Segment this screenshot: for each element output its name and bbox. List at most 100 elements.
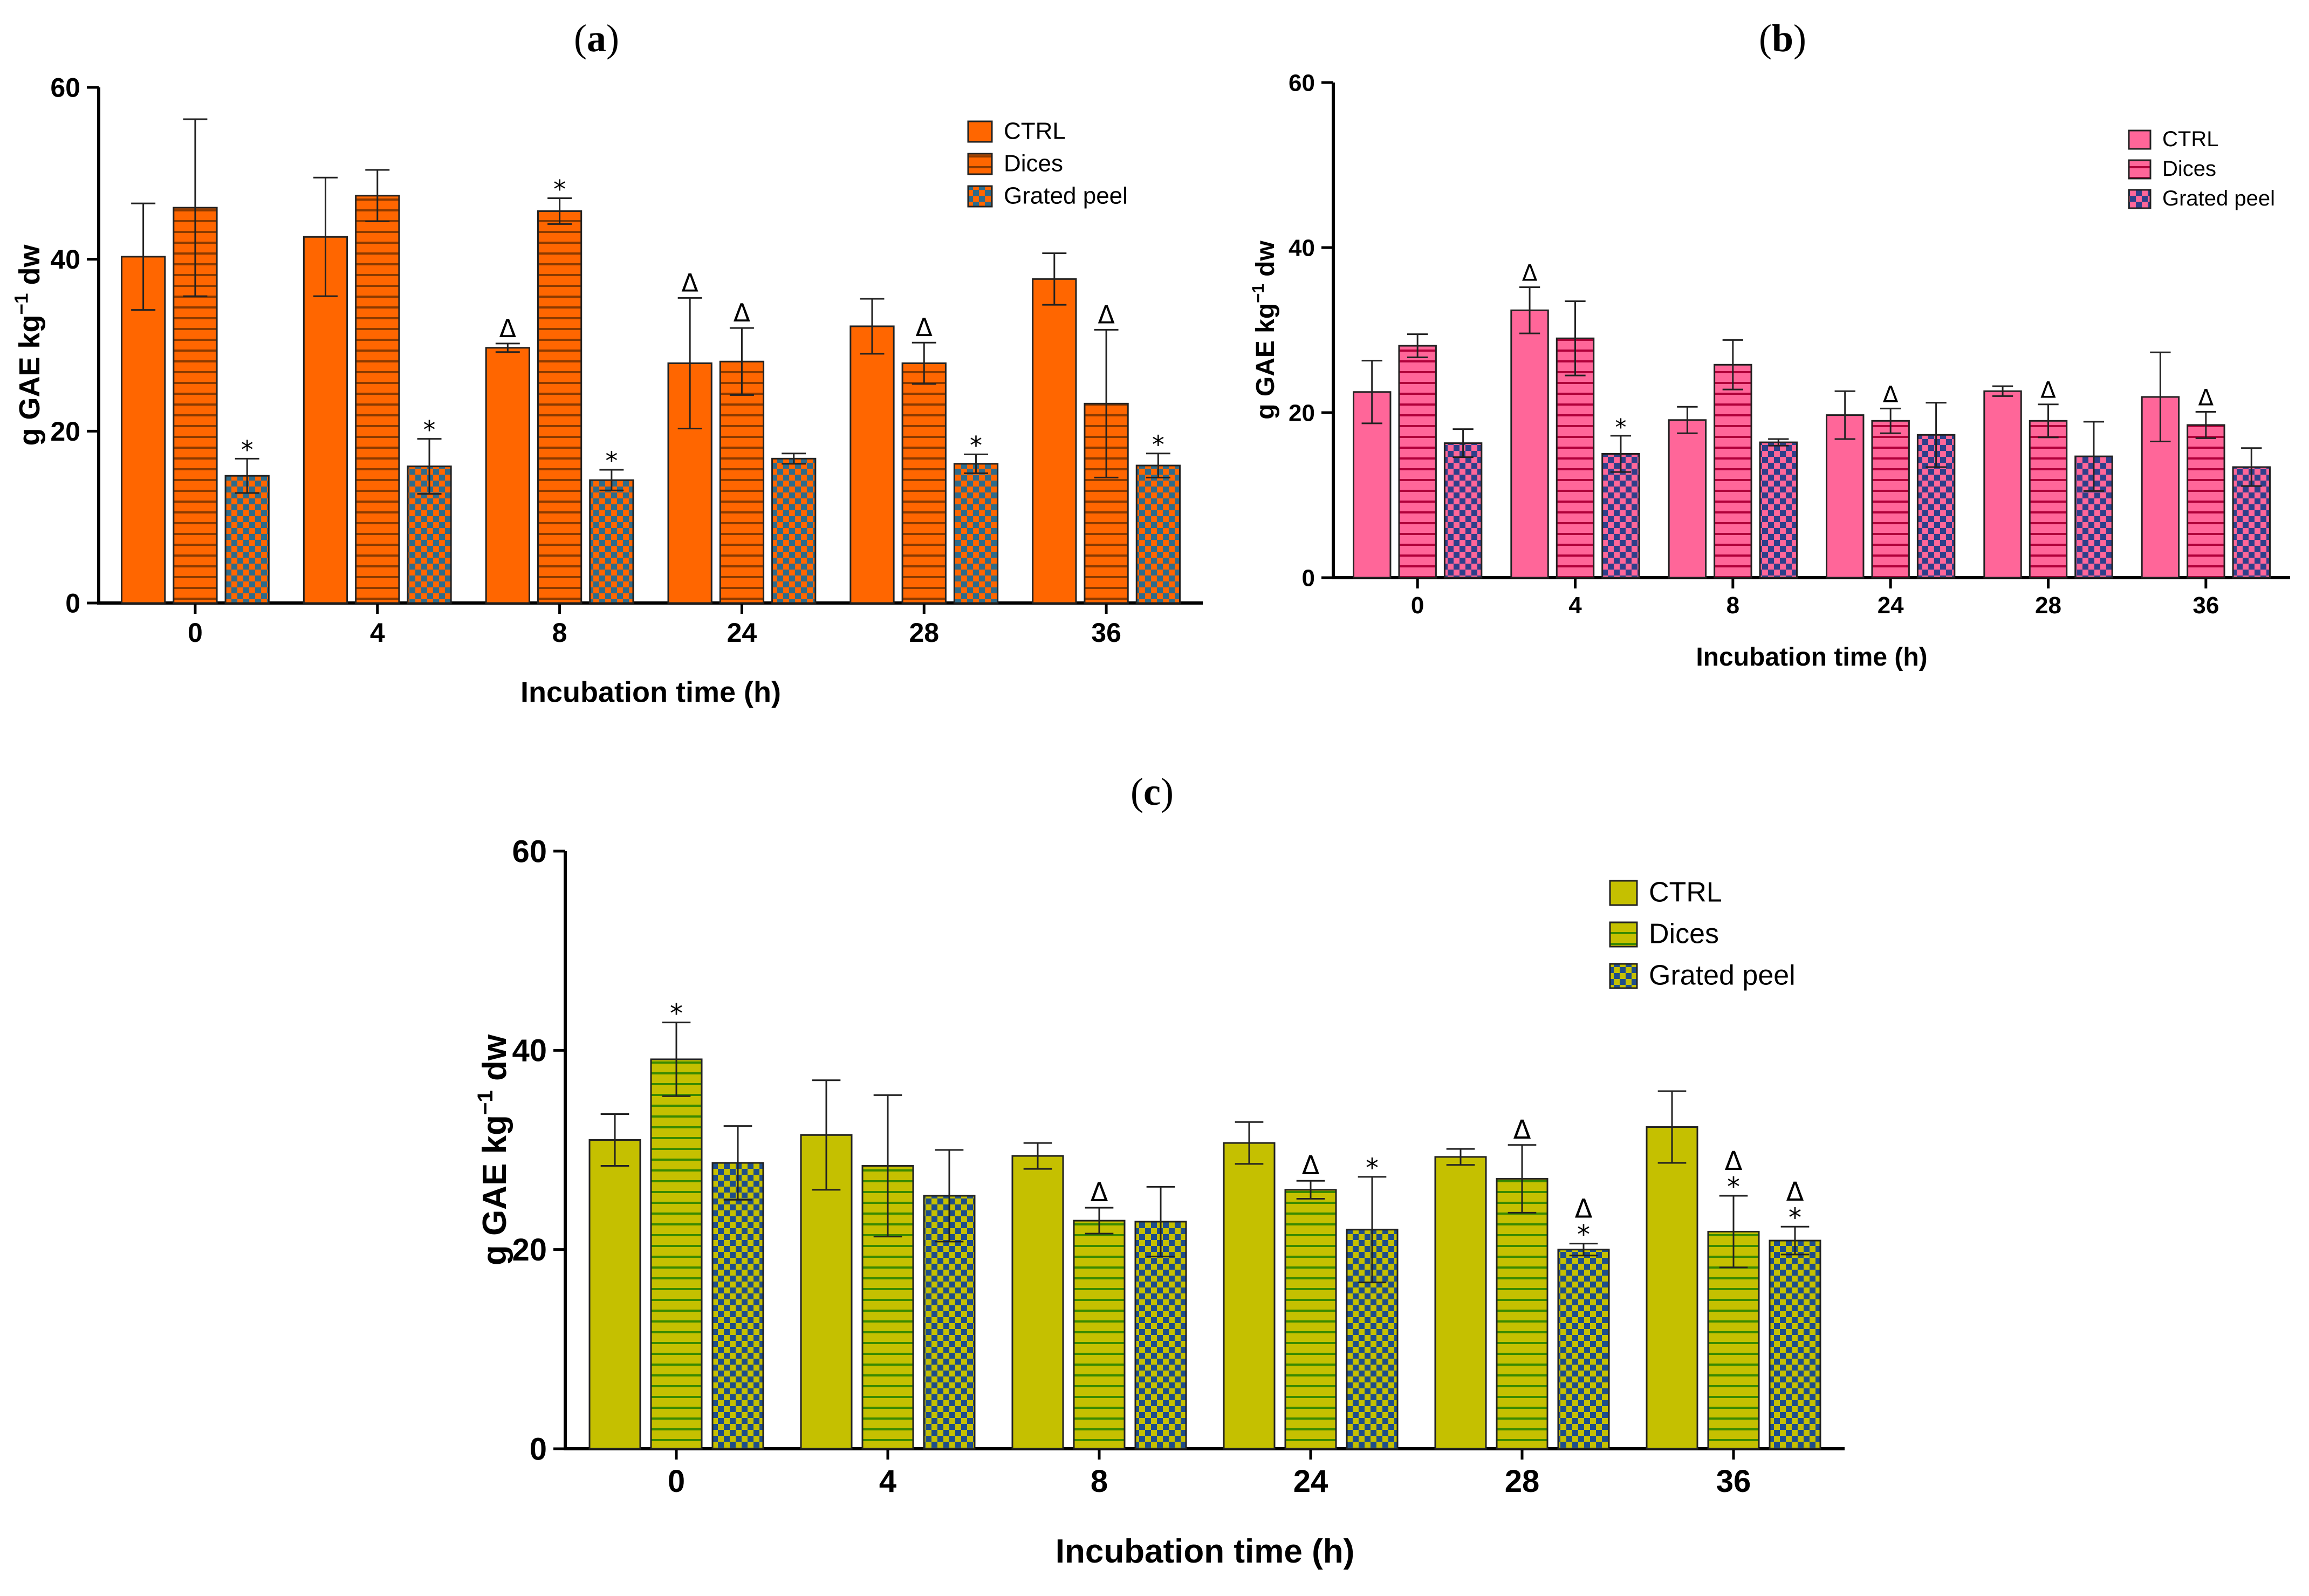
significance-delta: Δ [2198, 384, 2214, 410]
legend-swatch [2128, 129, 2152, 150]
x-tick-label: 28 [1505, 1464, 1540, 1499]
bar [485, 347, 530, 604]
bar [650, 1058, 703, 1450]
x-tick-label: 28 [909, 618, 939, 648]
significance-delta: Δ [1302, 1150, 1320, 1181]
legend: CTRL Dices Grated peel [1609, 876, 1796, 991]
y-tick-label: 20 [50, 416, 80, 447]
bar [719, 360, 765, 604]
legend-label: Dices [1004, 150, 1063, 176]
bar [1032, 278, 1077, 604]
bar [1135, 464, 1181, 604]
significance-delta: Δ [1725, 1146, 1743, 1176]
x-tick-label: 0 [1411, 592, 1424, 619]
legend-label: CTRL [1649, 876, 1722, 908]
y-tick-label: 0 [1302, 565, 1315, 591]
bar [1510, 309, 1549, 579]
panel-label-a: (a) [574, 17, 619, 60]
bar [1983, 390, 2022, 579]
panel-label-b: (b) [1759, 17, 1806, 60]
significance-delta: Δ [1522, 259, 1538, 286]
significance-delta: Δ [1091, 1177, 1108, 1208]
bar [849, 325, 895, 604]
bar [1134, 1221, 1187, 1450]
legend: CTRL Dices Grated peel [967, 118, 1128, 209]
significance-delta: Δ [499, 314, 517, 343]
legend-label: Dices [2162, 157, 2216, 181]
y-tick-label: 0 [530, 1431, 547, 1467]
y-axis-title: g GAE kg−1 dw [473, 1034, 513, 1265]
bar [224, 475, 270, 604]
bar [2187, 424, 2225, 579]
bar [1284, 1189, 1337, 1450]
x-tick-label: 28 [2035, 592, 2061, 619]
x-tick-label: 24 [1878, 592, 1904, 619]
bar [1398, 345, 1437, 579]
legend-label: Grated peel [1004, 182, 1128, 209]
significance-delta: Δ [681, 268, 698, 297]
significance-star: * [553, 175, 566, 204]
bar [589, 479, 634, 604]
bar [121, 256, 166, 604]
y-tick-label: 40 [512, 1033, 547, 1068]
y-tick-label: 20 [512, 1232, 547, 1268]
significance-delta: Δ [1786, 1177, 1804, 1207]
legend-label: Grated peel [2162, 187, 2275, 210]
x-tick-label: 36 [1716, 1464, 1751, 1499]
bar [1646, 1126, 1698, 1450]
x-tick-label: 4 [879, 1464, 896, 1499]
bar [1496, 1178, 1549, 1450]
bar [1223, 1142, 1276, 1450]
legend-label: Dices [1649, 918, 1719, 949]
legend-label: Grated peel [1649, 960, 1796, 991]
bar [711, 1162, 764, 1450]
bar [923, 1195, 976, 1450]
significance-star: * [970, 431, 982, 460]
significance-star: * [241, 435, 253, 464]
x-tick-label: 0 [668, 1464, 685, 1499]
y-tick-label: 60 [512, 834, 547, 869]
legend-label: CTRL [2162, 127, 2218, 151]
significance-delta: Δ [1513, 1115, 1531, 1145]
bar [901, 362, 947, 604]
x-tick-label: 24 [727, 618, 757, 648]
y-tick-label: 60 [50, 73, 80, 103]
x-axis-title: Incubation time (h) [1696, 643, 1927, 672]
legend-swatch [2128, 189, 2152, 209]
bar [1769, 1239, 1821, 1450]
y-tick-label: 0 [65, 588, 80, 619]
bar [1443, 442, 1483, 579]
significance-star: * [1577, 1220, 1590, 1250]
significance-delta: Δ [1575, 1194, 1593, 1224]
bar [1714, 364, 1752, 579]
x-tick-label: 36 [2192, 592, 2219, 619]
x-tick-label: 8 [1091, 1464, 1108, 1499]
bar [1601, 453, 1640, 579]
bar [1556, 337, 1595, 579]
significance-delta: Δ [734, 298, 751, 327]
legend-swatch [1609, 880, 1638, 906]
legend-swatch [967, 153, 993, 175]
significance-star: * [1152, 430, 1164, 459]
significance-delta: Δ [2040, 377, 2056, 403]
bar [1557, 1249, 1610, 1450]
bar [2029, 420, 2068, 579]
x-tick-label: 8 [1726, 592, 1739, 619]
legend-label: CTRL [1004, 118, 1066, 144]
x-tick-label: 24 [1293, 1464, 1328, 1499]
significance-star: * [423, 415, 436, 444]
significance-star: * [1366, 1153, 1379, 1183]
legend: CTRL Dices Grated peel [2128, 127, 2275, 210]
significance-star: * [1789, 1203, 1801, 1233]
y-tick-label: 20 [1289, 400, 1315, 426]
bar [537, 210, 583, 604]
legend-swatch [967, 120, 993, 143]
legend-swatch [1609, 921, 1638, 948]
bar [771, 457, 817, 604]
bar [1759, 441, 1798, 579]
x-tick-label: 0 [188, 618, 203, 648]
y-tick-label: 40 [1289, 235, 1315, 261]
